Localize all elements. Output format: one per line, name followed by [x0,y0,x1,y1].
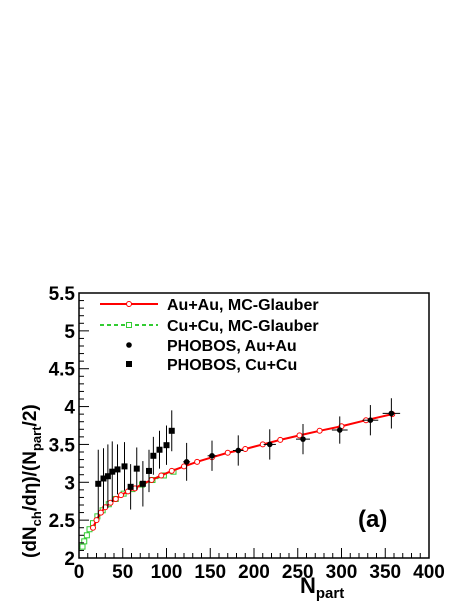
x-axis-title: Npart [300,573,344,602]
auau-glauber-point [168,467,175,474]
phobos-cucu-point [168,427,175,434]
y-axis-title-part1: (dN [20,526,41,558]
y-tick-label: 3.5 [49,435,76,456]
cucu-glauber-point [79,543,86,550]
auau-glauber-point [316,427,323,434]
y-axis-title-sub1: ch [29,511,44,526]
cucu-glauber-point [81,538,88,545]
x-tick-label: 0 [74,562,85,583]
y-axis-title-part2: /dη)/(N [20,451,41,511]
auau-glauber-point [181,463,187,470]
phobos-auau-point [367,417,374,424]
legend-marker-cucu-glauber [126,322,132,328]
phobos-auau-point [183,459,190,465]
auau-glauber-point [148,477,155,484]
legend-marker-auau-glauber [126,301,132,307]
x-tick-label: 50 [112,562,133,583]
auau-glauber-point [194,458,201,465]
phobos-cucu-point [100,475,107,482]
legend: Au+Au, MC-Glauber Cu+Cu, MC-Glauber PHOBOS… [100,297,319,374]
y-axis-title-sub2: part [29,426,44,451]
phobos-auau-point [388,410,395,417]
y-tick-label: 2.5 [49,511,76,532]
auau-glauber-point [296,432,303,439]
auau-glauber-point [158,472,165,479]
phobos-cucu-point [133,465,140,472]
x-tick-label: 100 [151,562,183,583]
auau-glauber-point [277,436,284,443]
phobos-cucu-point [127,483,134,490]
auau-glauber-point [224,449,231,456]
x-axis-title-base: N [300,573,316,598]
axis-ticks: 0 50 100 150 200 250 300 350 400 2 2.5 3 3.5 4 4.5 5 5.5 [49,284,445,583]
legend-label: Cu+Cu, MC-Glauber [167,318,319,335]
x-tick-label: 300 [326,562,358,583]
phobos-cucu-point [121,463,128,470]
auau-glauber-point [112,495,119,502]
phobos-cucu-point [114,466,121,473]
phobos-cucu-point [104,473,111,480]
legend-label: PHOBOS, Au+Au [167,338,297,355]
legend-label: Au+Au, MC-Glauber [167,297,319,314]
phobos-cucu-point [156,446,163,453]
y-tick-label: 3 [64,473,75,494]
plot-area [79,398,401,550]
y-tick-label: 4.5 [49,360,76,381]
phobos-auau-point [235,447,242,454]
panel-label: (a) [358,506,387,533]
phobos-cucu-point [139,480,146,487]
legend-marker-phobos-cucu [126,361,132,367]
auau-glauber-point [93,517,100,524]
y-axis-title-part3: /2) [20,404,41,426]
x-tick-label: 350 [369,562,401,583]
phobos-auau-point [336,427,343,433]
y-tick-label: 5.5 [49,284,76,305]
y-axis-title: (dNch/dη)/(Npart/2) [20,404,44,558]
phobos-auau-point [300,436,306,442]
y-tick-label: 2 [64,549,75,570]
phobos-auau-point [266,441,273,448]
auau-glauber-point [97,509,104,516]
phobos-cucu-point [163,442,170,449]
phobos-cucu-point [150,452,157,459]
y-tick-label: 5 [64,322,75,343]
phobos-cucu-point [109,468,116,475]
auau-glauber-point [90,524,96,531]
cucu-glauber-point [83,532,90,539]
x-axis-title-sub: part [316,585,344,602]
phobos-cucu-point [146,467,152,474]
legend-label: PHOBOS, Cu+Cu [167,357,297,374]
x-tick-label: 250 [282,562,314,583]
auau-glauber-point [118,492,124,499]
phobos-cucu-point [95,480,102,487]
legend-marker-phobos-auau [126,342,132,348]
x-tick-label: 150 [194,562,226,583]
x-tick-label: 400 [413,562,445,583]
auau-glauber-point [242,445,249,452]
x-tick-label: 200 [238,562,270,583]
phobos-auau-point [209,452,215,459]
y-tick-label: 4 [64,398,75,419]
